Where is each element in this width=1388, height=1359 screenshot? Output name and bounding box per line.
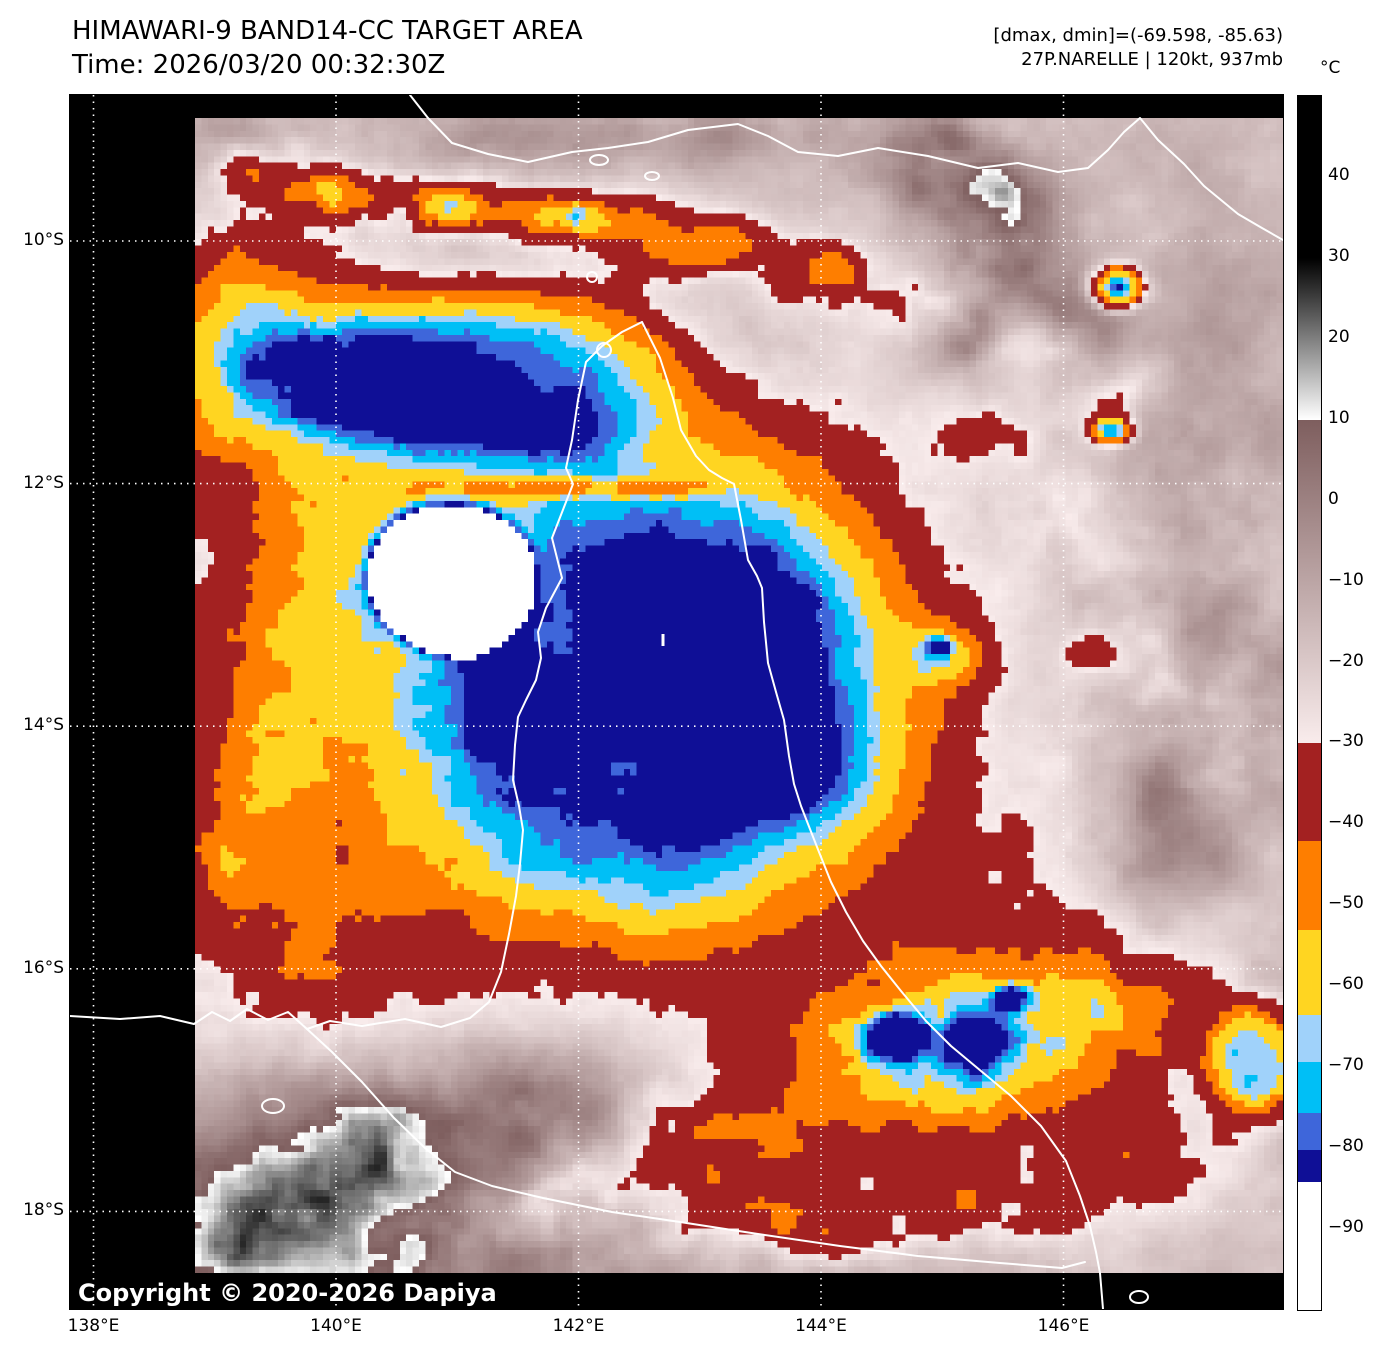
y-tick-label: 12°S — [23, 472, 64, 493]
island — [644, 171, 660, 181]
coastline-gulf-south — [306, 1028, 1086, 1269]
y-tick-label: 18°S — [23, 1200, 64, 1221]
colorbar-segment — [1298, 1182, 1321, 1310]
y-tick-label: 16°S — [23, 957, 64, 978]
colorbar-tick-label: 10 — [1328, 407, 1350, 428]
island — [586, 271, 598, 283]
colorbar-tick-label: −90 — [1328, 1217, 1364, 1238]
x-tick-label: 146°E — [1037, 1316, 1090, 1336]
annotation-block: [dmax, dmin]=(-69.598, -85.63) 27P.NAREL… — [993, 24, 1283, 72]
gridlines-overlay — [70, 95, 1283, 1309]
colorbar-segment — [1298, 96, 1321, 258]
storm-center-marker — [661, 634, 665, 646]
figure-header: HIMAWARI-9 BAND14-CC TARGET AREA Time: 2… — [72, 14, 583, 82]
colorbar-segment — [1298, 419, 1321, 744]
colorbar-tick-label: −40 — [1328, 812, 1364, 833]
colorbar-tick-label: −70 — [1328, 1055, 1364, 1076]
x-tick-label: 138°E — [67, 1316, 120, 1336]
coastline-cape-york-west — [70, 321, 643, 1030]
colorbar-tick-label: −80 — [1328, 1136, 1364, 1157]
colorbar-tick-label: 0 — [1328, 488, 1339, 509]
satellite-imagery-canvas — [195, 118, 1283, 1273]
coastline-overlay — [70, 95, 1283, 1309]
colorbar-tick-label: −60 — [1328, 974, 1364, 995]
coastline-cape-york-east — [641, 321, 1104, 1309]
colorbar-segment — [1298, 257, 1321, 420]
colorbar — [1297, 95, 1322, 1311]
colorbar-tick-label: −20 — [1328, 650, 1364, 671]
colorbar-tick-label: −10 — [1328, 569, 1364, 590]
island — [589, 154, 609, 166]
y-tick-label: 14°S — [23, 715, 64, 736]
colorbar-tick-label: 30 — [1328, 245, 1350, 266]
colorbar-tick-label: −50 — [1328, 893, 1364, 914]
colorbar-segment — [1298, 743, 1321, 841]
colorbar-segment — [1298, 1149, 1321, 1183]
island — [1129, 1290, 1149, 1304]
colorbar-tick-label: 40 — [1328, 164, 1350, 185]
copyright-label: Copyright © 2020-2026 Dapiya — [78, 1279, 497, 1307]
colorbar-segment — [1298, 840, 1321, 930]
island — [261, 1098, 285, 1114]
time-label: Time: 2026/03/20 00:32:30Z — [72, 50, 446, 80]
colorbar-segment — [1298, 1061, 1321, 1113]
plot-area: Copyright © 2020-2026 Dapiya — [69, 94, 1284, 1310]
colorbar-unit-label: °C — [1320, 58, 1341, 78]
y-tick-label: 10°S — [23, 230, 64, 250]
x-tick-label: 144°E — [795, 1316, 847, 1336]
coastline-new-guinea — [409, 95, 1283, 241]
dmax-dmin-label: [dmax, dmin]=(-69.598, -85.63) — [993, 25, 1283, 46]
colorbar-segment — [1298, 929, 1321, 1015]
x-tick-label: 140°E — [310, 1316, 362, 1336]
x-tick-label: 142°E — [552, 1316, 605, 1336]
storm-info-label: 27P.NARELLE | 120kt, 937mb — [1021, 49, 1283, 70]
colorbar-tick-label: 20 — [1328, 326, 1350, 347]
figure-title: HIMAWARI-9 BAND14-CC TARGET AREA — [72, 16, 583, 46]
colorbar-segment — [1298, 1014, 1321, 1062]
colorbar-segment — [1298, 1112, 1321, 1150]
colorbar-tick-label: −30 — [1328, 731, 1364, 752]
